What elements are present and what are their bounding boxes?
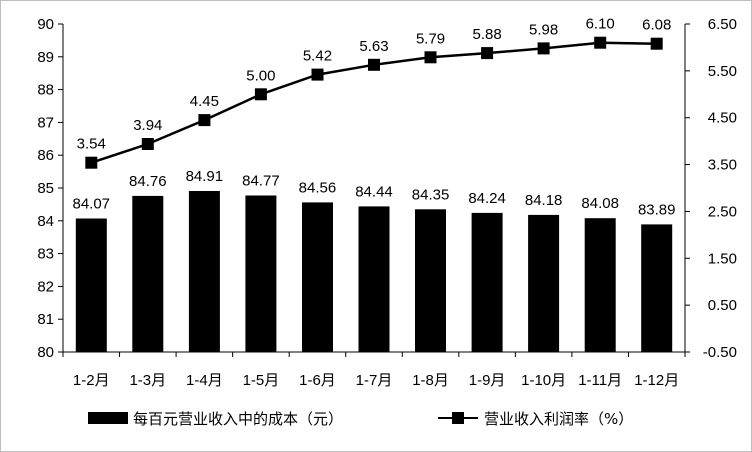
legend-line-label: 营业收入利润率（%）	[484, 410, 633, 428]
y-right-tick-label: 6.50	[708, 16, 737, 33]
line-data-label: 5.88	[472, 26, 501, 43]
axes-layer: 80 81 82 83 84 85 86 87 88 89 90 -0.50 0.50 1.50 2.50 3…	[37, 16, 737, 389]
bar-data-label: 84.18	[525, 192, 563, 209]
line-data-label: 6.08	[642, 17, 671, 34]
bar	[584, 218, 616, 352]
y-right-tick-label: 4.50	[708, 110, 737, 127]
x-tick-label: 1-6月	[299, 372, 336, 389]
bars-layer	[75, 191, 673, 352]
line-layer	[85, 36, 663, 169]
y-left-tick-label: 90	[37, 16, 54, 33]
x-tick-label: 1-2月	[73, 372, 110, 389]
y-left-tick-label: 84	[37, 213, 54, 230]
bar-data-label: 84.24	[468, 190, 506, 207]
x-tick-label: 1-3月	[129, 372, 166, 389]
x-tick-label: 1-8月	[412, 372, 449, 389]
bar-data-label: 84.91	[186, 168, 224, 185]
legend-line-marker	[452, 412, 464, 424]
line-point-marker	[594, 36, 607, 49]
bar	[641, 224, 673, 352]
x-tick-label: 1-4月	[186, 372, 223, 389]
y-left-tick-label: 80	[37, 344, 54, 361]
line-data-label: 5.79	[416, 30, 445, 47]
line-point-marker	[650, 37, 663, 50]
y-right-tick-label: 0.50	[708, 297, 737, 314]
line-data-label: 3.54	[77, 136, 106, 153]
bar	[75, 218, 107, 352]
y-left-tick-label: 85	[37, 180, 54, 197]
x-tick-label: 1-11月	[578, 372, 622, 389]
bar	[245, 195, 277, 352]
line-data-label: 3.94	[133, 117, 162, 134]
x-tick-label: 1-9月	[469, 372, 506, 389]
y-left-tick-label: 83	[37, 246, 54, 263]
x-tick-label: 1-5月	[243, 372, 280, 389]
line-point-marker	[424, 51, 437, 64]
bar-data-label: 84.44	[355, 183, 393, 200]
y-right-tick-label: -0.50	[703, 344, 737, 361]
y-left-tick-label: 82	[37, 278, 54, 295]
labels-layer: 84.07 84.76 84.91 84.77 84.56 84.44 84.35 84.24…	[72, 16, 675, 219]
y-left-tick-label: 81	[37, 311, 54, 328]
line-data-label: 6.10	[586, 16, 615, 33]
y-right-tick-label: 5.50	[708, 63, 737, 80]
line-data-label: 5.42	[303, 48, 332, 65]
bar	[188, 191, 220, 352]
y-right-tick-label: 2.50	[708, 203, 737, 220]
y-right-tick-label: 1.50	[708, 250, 737, 267]
line-point-marker	[198, 114, 211, 127]
bar	[358, 206, 390, 352]
line-point-marker	[141, 138, 154, 150]
bar-data-label: 84.56	[299, 179, 337, 196]
x-tick-label: 1-7月	[356, 372, 393, 389]
bar-data-label: 84.08	[581, 195, 619, 212]
legend: 每百元营业收入中的成本（元） 营业收入利润率（%）	[88, 410, 633, 428]
line-point-marker	[85, 156, 98, 169]
bar	[302, 202, 333, 352]
line-point-marker	[481, 47, 494, 60]
bar-data-label: 84.77	[242, 173, 280, 190]
bar	[415, 209, 446, 352]
bar	[132, 195, 164, 352]
line-data-label: 5.63	[359, 38, 388, 55]
y-left-tick-label: 86	[37, 147, 54, 164]
bar-data-label: 84.35	[412, 186, 450, 203]
bar	[528, 214, 560, 352]
line-point-marker	[368, 58, 380, 71]
bar	[471, 212, 503, 352]
y-left-tick-label: 88	[37, 82, 54, 99]
line-data-label: 4.45	[190, 93, 219, 110]
bar-data-label: 84.07	[72, 196, 110, 213]
line-point-marker	[254, 88, 267, 101]
y-right-tick-label: 3.50	[708, 157, 737, 174]
legend-bar-label: 每百元营业收入中的成本（元）	[133, 410, 343, 428]
x-tick-label: 1-12月	[634, 372, 679, 389]
y-left-tick-label: 89	[37, 49, 54, 66]
line-point-marker	[311, 68, 324, 81]
bar-data-label: 84.76	[129, 173, 167, 190]
line-data-label: 5.98	[529, 21, 558, 38]
line-data-label: 5.00	[246, 67, 275, 84]
y-left-tick-label: 87	[37, 114, 54, 131]
x-tick-label: 1-10月	[521, 372, 566, 389]
line-point-marker	[537, 42, 550, 55]
bar-data-label: 83.89	[638, 201, 676, 218]
legend-bar-swatch	[88, 412, 128, 424]
